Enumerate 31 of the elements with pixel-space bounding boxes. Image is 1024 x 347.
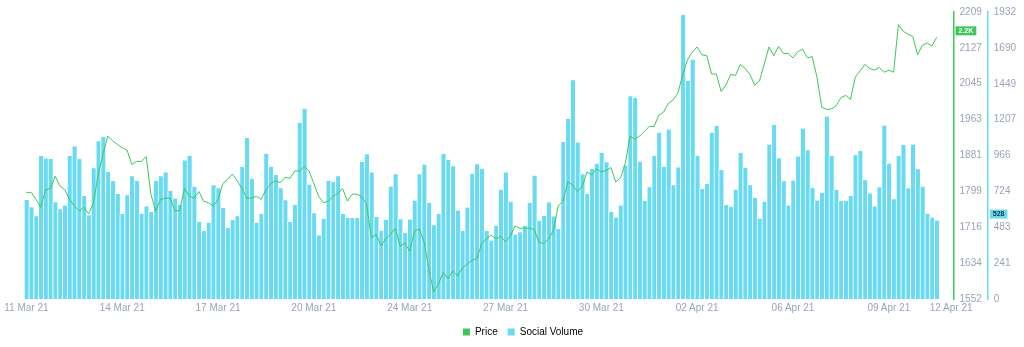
y2-tick-label: 724 [993, 185, 1011, 197]
x-tick-label: 02 Apr 21 [675, 301, 720, 313]
y2-tick-label: 241 [993, 256, 1011, 268]
y2-tick-label: 1932 [993, 5, 1017, 17]
x-tick-label: 17 Mar 21 [195, 301, 241, 313]
y2-tick-label: 1449 [993, 77, 1017, 89]
x-tick-label: 27 Mar 21 [483, 301, 529, 313]
x-tick-label: 24 Mar 21 [387, 301, 433, 313]
x-tick-label: 12 Apr 21 [929, 301, 973, 313]
x-tick-label: 14 Mar 21 [99, 301, 146, 313]
y-tick-label: 2209 [959, 5, 983, 17]
y2-tick-label: 1690 [993, 41, 1017, 53]
y-tick-label: 1634 [959, 256, 983, 268]
y2-tick-label: 483 [993, 221, 1011, 232]
y2-tick-label: 0 [993, 292, 1000, 304]
y-tick-label: 1799 [959, 184, 983, 196]
x-tick-label: 30 Mar 21 [578, 301, 625, 313]
legend-label: Social Volume [519, 325, 584, 337]
y-tick-label: 1552 [959, 292, 983, 304]
y-tick-label: 2045 [959, 77, 983, 89]
x-tick-label: 11 Mar 21 [4, 301, 49, 313]
legend-label: Price [474, 325, 499, 337]
y2-tick-label: 966 [993, 149, 1011, 161]
y-tick-label: 1881 [959, 149, 983, 161]
y2-tick-label: 1207 [993, 113, 1017, 125]
x-tick-label: 20 Mar 21 [291, 301, 337, 313]
x-tick-label: 06 Apr 21 [771, 301, 815, 313]
y-tick-label: 1963 [959, 113, 983, 125]
x-tick-label: 09 Apr 21 [867, 301, 911, 313]
y-tick-label: 1716 [959, 221, 983, 233]
y-tick-label: 2127 [959, 41, 983, 53]
